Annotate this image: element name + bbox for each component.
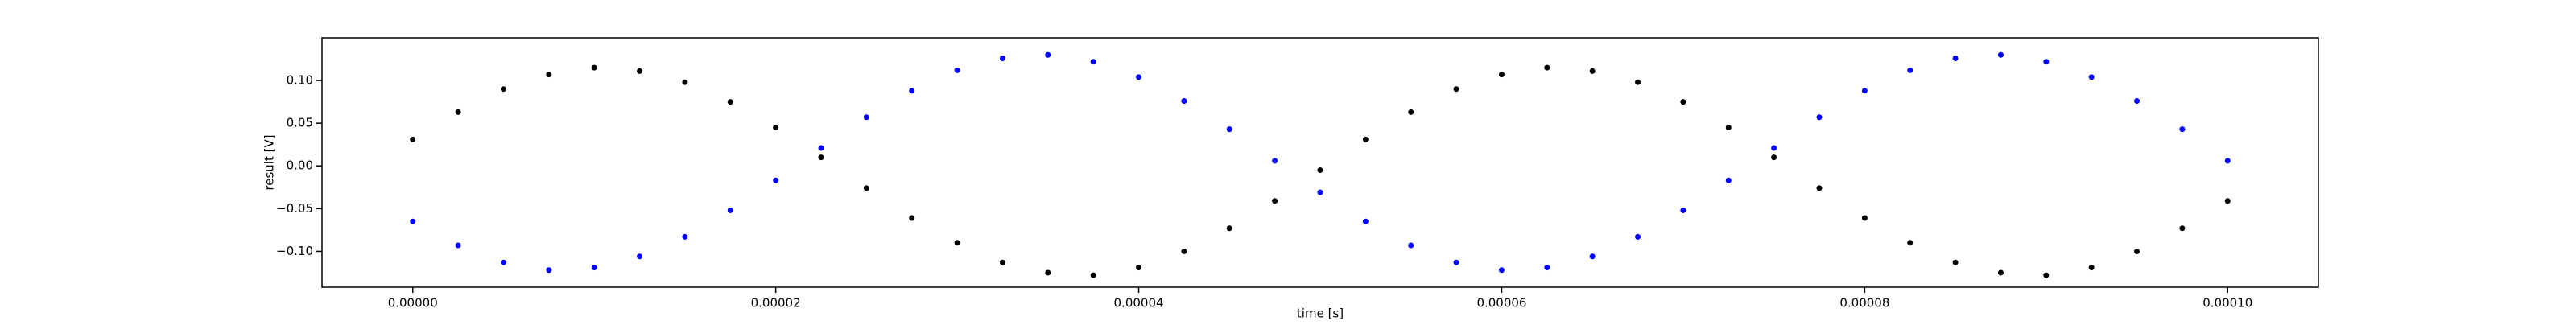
data-point bbox=[2043, 272, 2050, 278]
y-tick-label: 0.00 bbox=[287, 158, 313, 173]
y-tick-label: 0.10 bbox=[287, 73, 313, 88]
data-point bbox=[1680, 207, 1686, 213]
data-point bbox=[1317, 167, 1323, 174]
data-point bbox=[1997, 51, 2004, 58]
data-point bbox=[999, 55, 1005, 61]
x-axis-label: time [s] bbox=[1297, 306, 1344, 321]
plot-frame bbox=[321, 37, 2319, 288]
data-point bbox=[546, 72, 552, 78]
data-point bbox=[682, 233, 688, 240]
data-point bbox=[2088, 74, 2095, 80]
data-point bbox=[1090, 272, 1096, 278]
data-point bbox=[1907, 240, 1913, 246]
data-point bbox=[727, 207, 733, 213]
y-tick-label: −0.05 bbox=[276, 201, 313, 216]
data-point bbox=[2179, 225, 2186, 232]
x-tick-label: 0.00002 bbox=[751, 296, 801, 311]
data-point bbox=[2088, 265, 2095, 271]
data-point bbox=[1635, 79, 1641, 85]
data-point bbox=[1816, 185, 1823, 191]
data-point bbox=[1498, 72, 1505, 78]
data-point bbox=[1453, 259, 1459, 265]
data-point bbox=[410, 218, 416, 224]
data-point bbox=[1816, 114, 1823, 121]
data-point bbox=[999, 259, 1005, 265]
data-point bbox=[909, 88, 915, 94]
data-point bbox=[2134, 248, 2140, 254]
data-point bbox=[1181, 98, 1187, 105]
data-point bbox=[1771, 145, 1777, 151]
data-point bbox=[1907, 67, 1913, 73]
data-point bbox=[591, 265, 597, 271]
data-point bbox=[455, 109, 461, 115]
data-point bbox=[1589, 253, 1596, 260]
data-point bbox=[818, 145, 824, 151]
data-point bbox=[1272, 198, 1278, 204]
data-point bbox=[773, 124, 779, 130]
data-point bbox=[2224, 198, 2231, 204]
data-point bbox=[863, 114, 869, 121]
x-tick-label: 0.00006 bbox=[1476, 296, 1526, 311]
data-point bbox=[1771, 154, 1777, 161]
data-point bbox=[863, 185, 869, 191]
data-point bbox=[1861, 215, 1868, 221]
data-point bbox=[1498, 267, 1505, 274]
x-tick-label: 0.00000 bbox=[388, 296, 438, 311]
data-point bbox=[455, 242, 461, 249]
data-point bbox=[909, 215, 915, 221]
data-point bbox=[1136, 74, 1142, 80]
data-point bbox=[1045, 51, 1051, 58]
data-point bbox=[1952, 55, 1959, 61]
data-point bbox=[1272, 158, 1278, 164]
data-point bbox=[1952, 259, 1959, 265]
data-point bbox=[591, 64, 597, 71]
x-tick-label: 0.00008 bbox=[1839, 296, 1889, 311]
data-point bbox=[1725, 177, 1732, 183]
data-point bbox=[1544, 265, 1550, 271]
data-point bbox=[500, 86, 506, 93]
data-point bbox=[1408, 242, 1414, 249]
data-point bbox=[773, 177, 779, 183]
data-point bbox=[1045, 269, 1051, 276]
data-point bbox=[410, 136, 416, 142]
data-point bbox=[1453, 86, 1459, 93]
data-point bbox=[954, 67, 960, 73]
data-point bbox=[2179, 126, 2186, 133]
data-point bbox=[1226, 225, 1232, 232]
y-tick-label: −0.10 bbox=[276, 244, 313, 258]
data-point bbox=[1725, 124, 1732, 130]
data-point bbox=[682, 79, 688, 85]
data-point bbox=[637, 68, 643, 74]
data-point bbox=[1635, 233, 1641, 240]
data-point bbox=[727, 99, 733, 105]
x-tick-label: 0.00010 bbox=[2202, 296, 2252, 311]
data-point bbox=[1544, 64, 1550, 71]
data-point bbox=[954, 240, 960, 246]
data-point bbox=[1317, 189, 1323, 195]
data-point bbox=[546, 267, 552, 274]
data-point bbox=[1861, 88, 1868, 94]
data-point bbox=[1680, 99, 1686, 105]
data-point bbox=[1589, 68, 1596, 74]
data-point bbox=[818, 154, 824, 161]
data-point bbox=[1136, 265, 1142, 271]
data-point bbox=[500, 259, 506, 265]
data-point bbox=[1181, 248, 1187, 254]
y-axis-label: result [V] bbox=[262, 134, 277, 190]
data-point bbox=[1408, 109, 1414, 115]
data-point bbox=[637, 253, 643, 260]
y-tick-label: 0.05 bbox=[287, 116, 313, 130]
data-point bbox=[2043, 59, 2050, 65]
data-point bbox=[2224, 158, 2231, 164]
data-point bbox=[2134, 98, 2140, 105]
data-point bbox=[1090, 59, 1096, 65]
data-point bbox=[1362, 218, 1368, 224]
data-point bbox=[1226, 126, 1232, 133]
data-point bbox=[1997, 269, 2004, 276]
data-point bbox=[1362, 136, 1368, 142]
x-tick-label: 0.00004 bbox=[1114, 296, 1164, 311]
